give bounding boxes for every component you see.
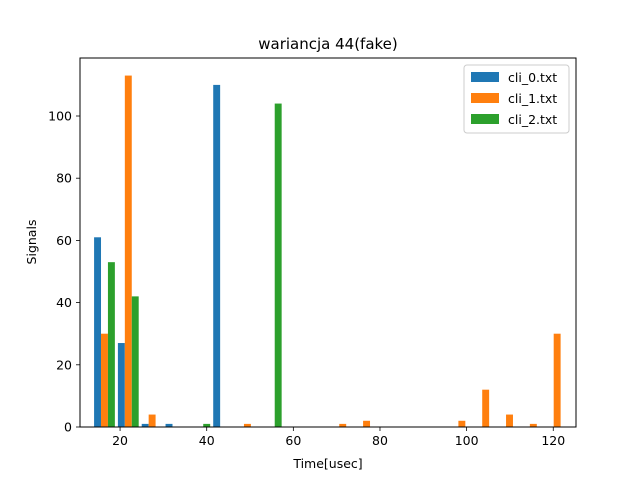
bar-cli-2-txt-2 xyxy=(203,423,211,427)
bar-cli-1-txt-8 xyxy=(506,414,513,427)
y-tick-label: 100 xyxy=(48,109,72,124)
x-tick-label: 120 xyxy=(541,433,565,448)
legend-label: cli_1.txt xyxy=(508,91,557,106)
bar-cli-1-txt-3 xyxy=(243,423,251,427)
bar-cli-0-txt-2 xyxy=(141,423,149,427)
bar-cli-1-txt-2 xyxy=(148,414,156,427)
plot-frame xyxy=(79,57,577,428)
bar-cli-1-txt-4 xyxy=(339,423,347,427)
y-tick-label: 0 xyxy=(64,420,72,435)
bar-cli-1-txt-10 xyxy=(553,333,561,427)
x-tick-label: 60 xyxy=(285,433,301,448)
y-tick-label: 80 xyxy=(56,171,72,186)
y-axis: 0 20 40 60 80 100 xyxy=(48,109,80,435)
y-axis-label: Signals xyxy=(24,220,39,265)
bar-cli-0-txt-3 xyxy=(165,423,173,427)
x-axis-label: Time[usec] xyxy=(292,456,362,471)
bar-cli-1-txt-5 xyxy=(363,420,371,427)
bar-cli-2-txt-1 xyxy=(131,296,139,427)
chart-title: wariancja 44(fake) xyxy=(258,35,398,53)
x-tick-label: 40 xyxy=(199,433,215,448)
legend-swatch xyxy=(471,93,499,103)
x-tick-label: 100 xyxy=(455,433,479,448)
bar-cli-0-txt-1 xyxy=(117,343,125,427)
x-axis: 20 40 60 80 100 120 xyxy=(112,427,565,448)
bar-cli-1-txt-1 xyxy=(124,75,132,427)
bar-cli-1-txt-9 xyxy=(529,423,537,427)
bar-cli-1-txt-0 xyxy=(101,333,108,427)
bar-cli-2-txt-0 xyxy=(107,262,115,427)
legend-swatch xyxy=(471,114,499,124)
legend-label: cli_2.txt xyxy=(508,112,557,127)
x-tick-label: 20 xyxy=(112,433,128,448)
bar-cli-1-txt-6 xyxy=(458,420,466,427)
x-tick-label: 80 xyxy=(372,433,388,448)
legend-swatch xyxy=(471,72,499,82)
y-tick-label: 40 xyxy=(56,295,72,310)
bar-cli-0-txt-4 xyxy=(213,84,221,428)
bars-layer xyxy=(94,75,561,428)
bar-cli-0-txt-0 xyxy=(94,237,102,427)
y-tick-label: 60 xyxy=(56,233,72,248)
y-tick-label: 20 xyxy=(56,357,72,372)
legend-label: cli_0.txt xyxy=(508,70,557,85)
bar-cli-2-txt-3 xyxy=(274,103,282,427)
legend: cli_0.txt cli_1.txt cli_2.txt xyxy=(463,64,570,134)
bar-cli-1-txt-7 xyxy=(482,389,490,427)
